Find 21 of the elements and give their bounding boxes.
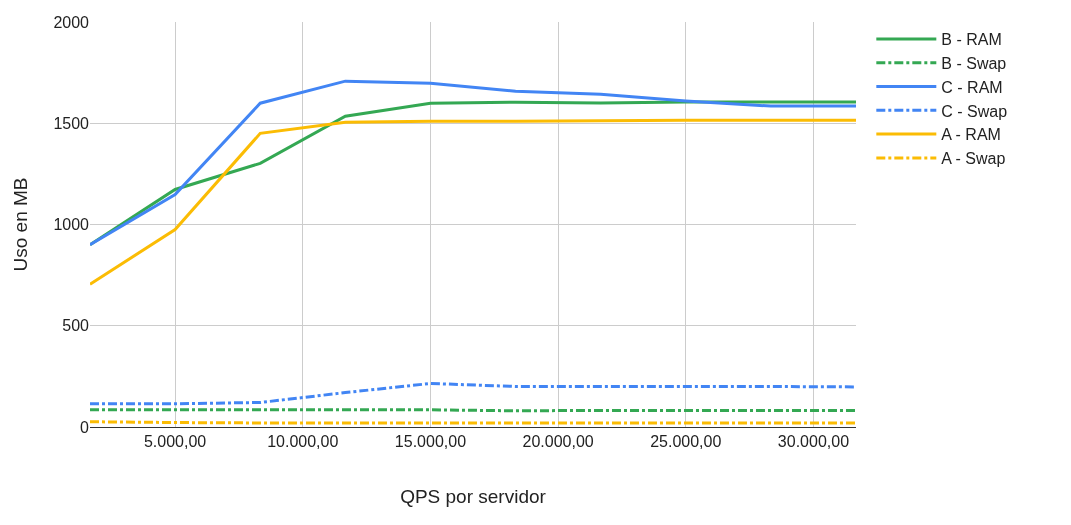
legend-label: B - RAM: [941, 31, 1002, 49]
x-tick-label: 25.000,00: [650, 433, 722, 451]
x-tick-label: 10.000,00: [267, 433, 339, 451]
x-tick-label: 20.000,00: [522, 433, 594, 451]
legend-label: A - Swap: [941, 150, 1006, 168]
x-tick-label: 30.000,00: [777, 433, 850, 451]
legend-label: A - RAM: [941, 126, 1001, 144]
legend-label: B - Swap: [941, 54, 1007, 72]
y-tick-label: 0: [80, 418, 90, 436]
x-tick-label: 5.000,00: [143, 433, 207, 451]
y-tick-label: 1000: [53, 216, 90, 234]
line-series: [90, 118, 856, 286]
line-series: [90, 381, 856, 406]
x-axis-title: QPS por servidor: [400, 486, 547, 507]
y-axis-title: Uso en MB: [10, 177, 32, 272]
y-tick-label: 500: [62, 317, 90, 335]
legend-label: C - Swap: [941, 102, 1008, 120]
x-tick-label: 15.000,00: [394, 433, 467, 451]
legend-label: C - RAM: [941, 78, 1003, 96]
y-tick-label: 1500: [53, 114, 90, 132]
y-tick-label: 2000: [53, 13, 90, 31]
